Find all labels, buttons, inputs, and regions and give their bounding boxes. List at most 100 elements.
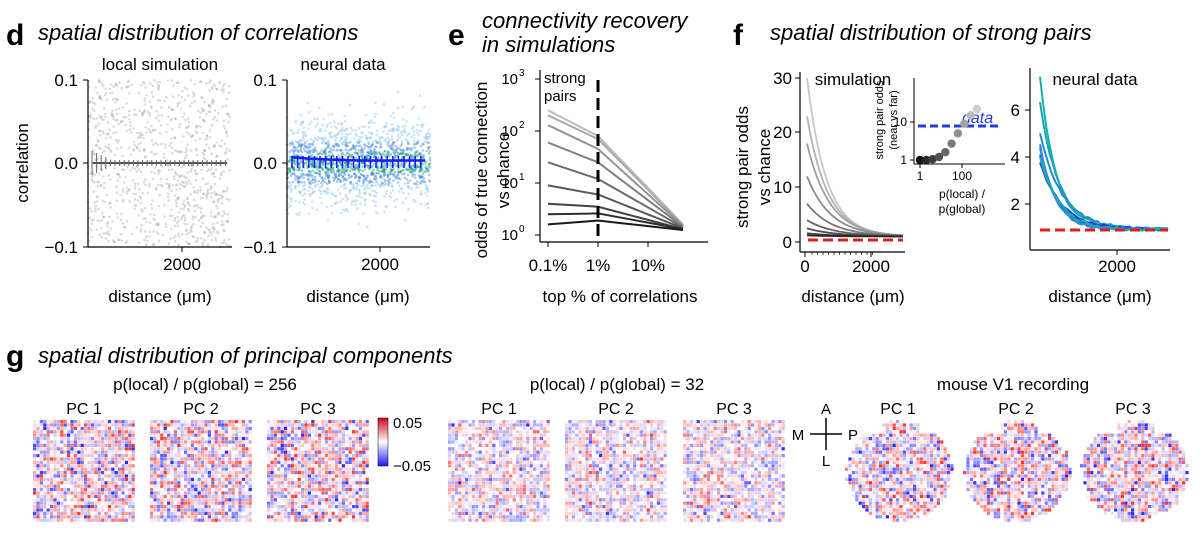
pc-cell bbox=[124, 454, 128, 458]
scatter-point bbox=[119, 193, 122, 197]
scatter-point bbox=[328, 121, 332, 125]
scatter-point bbox=[225, 197, 229, 201]
pc-cell bbox=[221, 491, 225, 495]
pc-cell bbox=[87, 467, 91, 471]
scatter-point bbox=[144, 183, 147, 187]
pc-cell bbox=[177, 488, 181, 492]
pc-cell bbox=[63, 508, 67, 512]
pc-cell bbox=[228, 426, 232, 430]
scatter-point bbox=[109, 178, 112, 181]
pc-cell bbox=[273, 430, 277, 434]
scatter-point bbox=[423, 170, 426, 174]
pc-cell bbox=[128, 481, 132, 485]
scatter-point bbox=[404, 124, 407, 128]
pc-cell bbox=[43, 426, 47, 430]
pc-cell bbox=[201, 515, 205, 519]
pc-cell bbox=[104, 430, 108, 434]
pc-cell bbox=[177, 505, 181, 509]
scatter-point bbox=[287, 159, 291, 163]
pc-cell bbox=[301, 501, 305, 505]
scatter-point bbox=[185, 176, 188, 179]
pc-cell bbox=[87, 471, 91, 475]
scatter-point bbox=[392, 116, 396, 120]
pc-cell bbox=[46, 491, 50, 495]
scatter-point bbox=[95, 117, 98, 120]
scatter-point bbox=[369, 145, 373, 149]
pc-cell bbox=[365, 443, 369, 447]
pc-cell bbox=[118, 447, 122, 451]
pc-cell bbox=[173, 437, 177, 441]
scatter-point bbox=[373, 155, 376, 159]
pc-cell bbox=[238, 481, 242, 485]
pc-cell bbox=[121, 437, 125, 441]
scatter-point bbox=[129, 169, 132, 172]
scatter-point bbox=[289, 170, 292, 174]
pc-cell bbox=[348, 474, 352, 478]
pc-cell bbox=[84, 430, 88, 434]
pc-cell bbox=[53, 450, 57, 454]
pc-cell bbox=[267, 491, 271, 495]
scatter-point bbox=[91, 235, 94, 239]
scatter-point bbox=[288, 181, 291, 184]
pc-cell bbox=[294, 450, 298, 454]
pc-cell bbox=[73, 420, 77, 424]
scatter-point bbox=[180, 95, 184, 99]
pc-cell bbox=[170, 505, 174, 509]
pc-cell bbox=[87, 464, 91, 468]
scatter-point bbox=[136, 199, 140, 202]
series-line bbox=[1039, 156, 1169, 232]
scatter-point bbox=[291, 143, 295, 146]
pc-cell bbox=[321, 426, 325, 430]
pc-cell bbox=[156, 508, 160, 512]
scatter-point bbox=[317, 172, 320, 176]
pc-cell bbox=[160, 430, 164, 434]
pc-cell bbox=[46, 437, 50, 441]
scatter-point bbox=[316, 183, 320, 186]
pc-cell bbox=[331, 488, 335, 492]
scatter-point bbox=[292, 150, 296, 153]
scatter-point bbox=[401, 105, 405, 108]
pc-cell bbox=[207, 477, 211, 481]
scatter-point bbox=[310, 165, 314, 169]
pc-cell bbox=[301, 440, 305, 444]
scatter-point bbox=[187, 179, 191, 183]
pc-cell bbox=[167, 505, 171, 509]
pc-cell bbox=[177, 494, 181, 498]
pc-cell bbox=[128, 467, 132, 471]
pc-cell bbox=[197, 433, 201, 437]
pc-cell bbox=[218, 440, 222, 444]
scatter-point bbox=[170, 227, 173, 231]
scatter-point bbox=[351, 146, 354, 150]
scatter-point bbox=[159, 106, 163, 109]
scatter-point bbox=[137, 241, 141, 244]
pc-cell bbox=[187, 437, 191, 441]
scatter-point bbox=[339, 138, 343, 141]
scatter-point bbox=[210, 192, 213, 195]
pc-cell bbox=[177, 491, 181, 495]
pc-cell bbox=[297, 494, 301, 498]
scatter-point bbox=[171, 95, 175, 98]
pc-cell bbox=[201, 447, 205, 451]
pc-cell bbox=[238, 501, 242, 505]
scatter-point bbox=[367, 122, 371, 125]
scatter-point bbox=[330, 171, 334, 174]
pc-cell bbox=[348, 440, 352, 444]
pc-cell bbox=[121, 454, 125, 458]
scatter-point bbox=[304, 144, 307, 148]
pc-cell bbox=[94, 471, 98, 475]
scatter-point bbox=[379, 175, 382, 179]
scatter-point bbox=[97, 122, 101, 125]
pc-cell bbox=[307, 454, 311, 458]
pc-cell bbox=[63, 440, 67, 444]
pc-cell bbox=[331, 498, 335, 502]
pc-cell bbox=[50, 498, 54, 502]
pc-cell bbox=[328, 450, 332, 454]
pc-cell bbox=[318, 450, 322, 454]
pc-cell bbox=[50, 494, 54, 498]
scatter-point bbox=[213, 200, 216, 204]
scatter-point bbox=[369, 148, 372, 152]
scatter-point bbox=[221, 195, 224, 199]
scatter-point bbox=[215, 119, 219, 123]
pc-cell bbox=[173, 484, 177, 488]
scatter-point bbox=[106, 221, 110, 224]
